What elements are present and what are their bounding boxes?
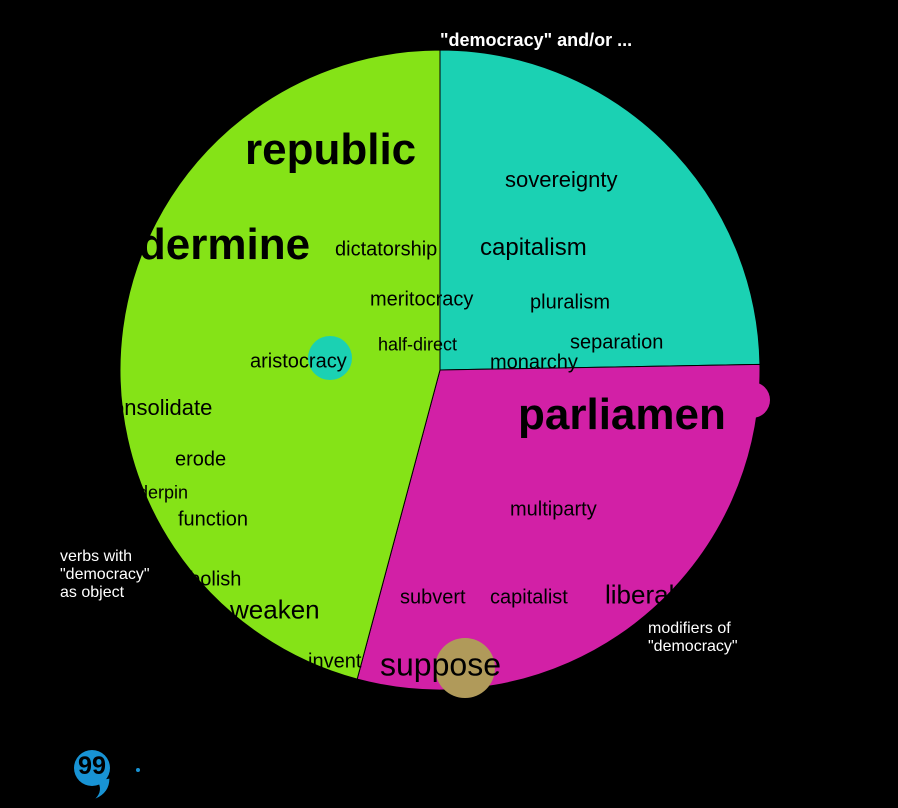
- word-label: sovereignty: [505, 167, 618, 193]
- word-label: separation: [570, 332, 663, 355]
- word-label: abolish: [178, 569, 241, 592]
- word-label: multiparty: [510, 499, 597, 522]
- word-label: republic: [245, 125, 416, 175]
- title-modifiers: modifiers of "democracy": [648, 620, 738, 656]
- word-label: parliamen: [518, 390, 726, 440]
- word-label: subvert: [400, 587, 466, 610]
- title-verbs: verbs with "democracy" as object: [60, 548, 150, 602]
- logo-dot: [136, 768, 140, 772]
- word-label: onsolidate: [112, 395, 212, 421]
- word-label: dictatorship: [335, 239, 437, 262]
- title-andor: "democracy" and/or ...: [440, 30, 632, 51]
- word-label: erode: [175, 449, 226, 472]
- word-label: suppose: [380, 647, 501, 684]
- word-label: monarchy: [490, 352, 578, 375]
- quote-icon: 99: [78, 752, 106, 780]
- word-label: capitalist: [490, 587, 568, 610]
- word-label: weaken: [230, 595, 320, 626]
- word-label: liberal: [605, 580, 674, 611]
- word-label: capitalism: [480, 234, 587, 262]
- pie-slice-and-or: [440, 50, 760, 370]
- word-label: nderpin: [128, 483, 188, 504]
- word-label: meritocracy: [370, 289, 473, 312]
- brand-logo: 99: [70, 746, 166, 802]
- word-label: half-direct: [378, 335, 457, 356]
- word-label: aristocracy: [250, 351, 347, 374]
- overlay-right-bump: [734, 382, 770, 418]
- word-label: pluralism: [530, 292, 610, 315]
- word-label: ndermine: [112, 220, 310, 270]
- word-label: function: [178, 509, 248, 532]
- word-label: invent: [308, 651, 361, 674]
